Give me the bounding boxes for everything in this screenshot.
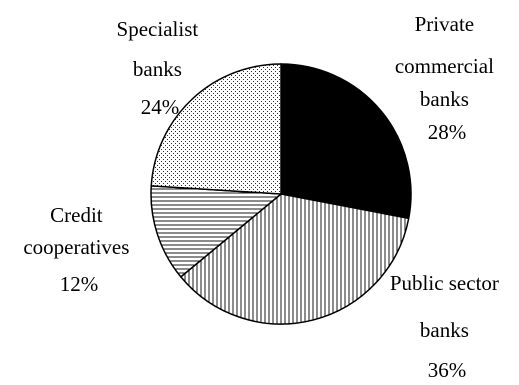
slice-percent-specialist: 24% — [141, 95, 180, 119]
slice-percent-credit: 12% — [60, 272, 99, 296]
pie-slice-private — [280, 63, 412, 220]
pie-slice-specialist — [150, 63, 282, 195]
slice-label-public: Public sector banks 36% — [390, 271, 504, 382]
slice-label-private-line-2: commercial — [395, 54, 494, 78]
pie-slices — [150, 63, 412, 325]
slice-label-credit-line-2: cooperatives — [23, 235, 129, 259]
slice-percent-private: 28% — [428, 120, 467, 144]
slice-percent-public: 36% — [428, 358, 467, 382]
slice-label-private: Private commercial banks 28% — [395, 12, 499, 144]
slice-label-credit: Credit cooperatives 12% — [23, 203, 134, 296]
slice-label-specialist-line-2: banks — [133, 57, 182, 81]
slice-label-private-line-1: Private — [415, 12, 474, 36]
pie-slice-credit — [150, 185, 283, 278]
slice-label-public-line-2: banks — [420, 318, 469, 342]
pie-slice-public — [179, 193, 410, 325]
slice-label-public-line-1: Public sector — [390, 271, 499, 295]
slice-label-credit-line-1: Credit — [50, 203, 103, 227]
slice-label-specialist: Specialist banks 24% — [117, 17, 204, 119]
slice-label-specialist-line-1: Specialist — [117, 17, 199, 41]
slice-label-private-line-3: banks — [420, 87, 469, 111]
